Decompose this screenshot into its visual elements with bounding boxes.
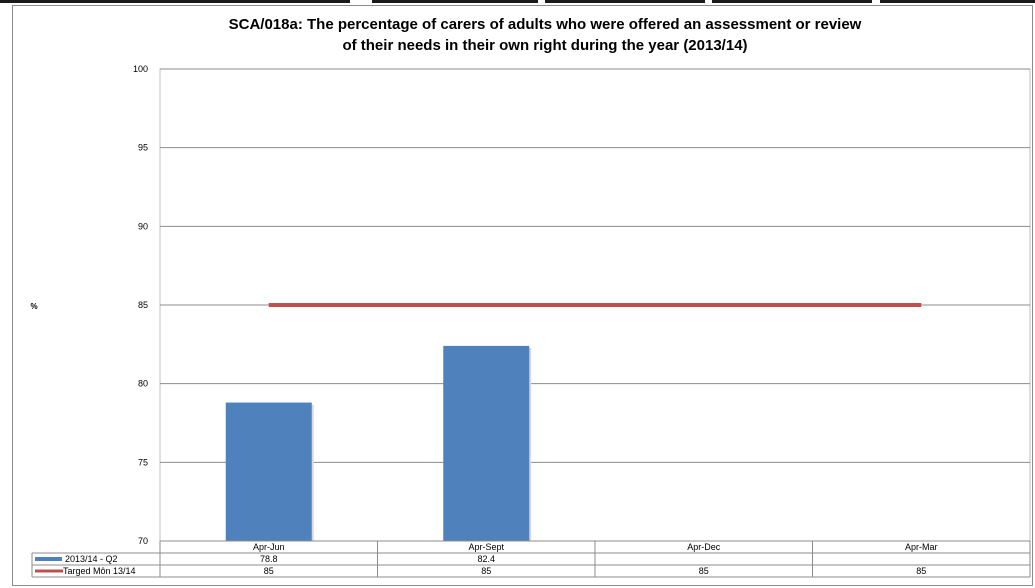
y-tick-label: 70 [138,536,148,546]
top-strip-segment [880,0,1035,3]
y-tick-label: 95 [138,143,148,153]
top-strip-segment [545,0,705,3]
y-tick-label: 75 [138,457,148,467]
category-label: Apr-Dec [687,542,721,552]
y-tick-label: 100 [133,64,148,74]
top-strip-segment [0,0,350,3]
y-tick-label: 80 [138,379,148,389]
top-strip-segment [712,0,872,3]
legend-label: Targed Môn 13/14 [63,566,136,576]
table-value: 85 [481,566,491,576]
table-value: 82.4 [477,554,495,564]
y-tick-label: 90 [138,221,148,231]
legend-label: 2013/14 - Q2 [65,554,118,564]
y-tick-label: 85 [138,300,148,310]
category-label: Apr-Mar [905,542,938,552]
chart-title: SCA/018a: The percentage of carers of ad… [228,16,862,54]
bar [225,402,312,541]
chart-border [12,5,1033,586]
table-value: 85 [264,566,274,576]
top-strip-segment [372,0,538,3]
table-value: 85 [916,566,926,576]
legend-key-bar [35,557,62,561]
category-label: Apr-Sept [468,542,504,552]
table-value: 85 [699,566,709,576]
table-value: 78.8 [260,554,278,564]
y-axis-label: % [30,302,37,311]
category-label: Apr-Jun [253,542,285,552]
window-top-strip [0,0,1035,4]
bar [443,345,530,541]
